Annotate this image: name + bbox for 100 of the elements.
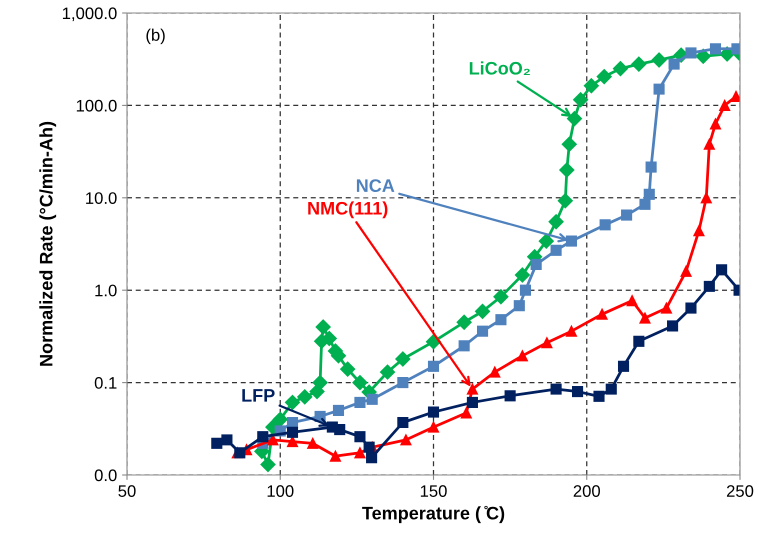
point: [312, 375, 328, 390]
point: [397, 377, 408, 388]
annotation: NMC(111): [308, 201, 388, 218]
point: [286, 436, 298, 448]
point: [366, 394, 378, 405]
point: [667, 320, 678, 332]
point: [626, 295, 638, 306]
point: [668, 58, 680, 70]
y-axis-title: Normalized Rate (°C/min-Ah): [39, 122, 56, 366]
point: [428, 406, 440, 418]
x-tick-label: 100: [268, 485, 294, 497]
y-tick-label: 0.0: [94, 469, 117, 482]
point: [267, 434, 278, 446]
point: [456, 314, 472, 330]
point: [704, 280, 715, 292]
point: [680, 266, 692, 277]
point: [428, 422, 440, 433]
x-tick-label: 200: [574, 485, 600, 497]
point: [495, 314, 506, 326]
point: [621, 210, 632, 221]
point: [550, 384, 562, 395]
point: [221, 434, 232, 446]
point: [654, 84, 665, 95]
point: [211, 438, 222, 449]
point: [466, 396, 478, 408]
x-axis-title: Temperature ( ̊C): [362, 506, 504, 524]
point: [332, 404, 344, 416]
point: [572, 386, 584, 398]
point: [550, 244, 562, 256]
point: [260, 456, 276, 472]
point: [596, 308, 608, 320]
point: [234, 447, 246, 458]
point: [685, 47, 697, 58]
point: [272, 412, 288, 427]
point: [600, 219, 611, 230]
point: [284, 394, 300, 410]
y-tick-label: 10.0: [86, 192, 117, 204]
y-tick-label: 100.0: [76, 100, 117, 112]
point: [297, 389, 312, 404]
point: [558, 193, 573, 208]
point: [307, 438, 318, 449]
point: [428, 360, 440, 372]
point: [330, 450, 341, 462]
point: [520, 284, 532, 296]
point: [400, 434, 412, 446]
point: [504, 390, 516, 402]
point: [716, 264, 728, 276]
point: [593, 390, 605, 402]
y-tick-label: 1,000.0: [62, 7, 117, 22]
point: [710, 118, 722, 130]
point: [530, 258, 542, 270]
x-tick-label: 250: [726, 485, 754, 497]
point: [596, 69, 612, 84]
point: [458, 340, 470, 352]
point: [652, 52, 667, 68]
point: [541, 337, 552, 348]
point: [334, 424, 346, 436]
point: [380, 364, 396, 380]
point: [352, 375, 368, 390]
x-tick-label: 50: [118, 485, 136, 497]
point: [516, 350, 528, 362]
point: [562, 136, 577, 152]
point: [397, 416, 408, 428]
point: [566, 111, 582, 126]
point: [474, 304, 490, 319]
point: [566, 326, 577, 337]
point: [704, 138, 715, 150]
point: [559, 162, 574, 178]
point: [660, 302, 672, 314]
point: [286, 426, 298, 438]
point: [354, 431, 366, 442]
y-tick-label: 1.0: [95, 284, 117, 296]
point: [566, 236, 577, 247]
point: [489, 366, 500, 378]
point: [460, 407, 472, 418]
point: [693, 225, 704, 236]
point: [366, 452, 378, 464]
point: [710, 43, 722, 54]
point: [639, 312, 651, 324]
point: [538, 234, 554, 249]
point: [395, 351, 410, 367]
annotation: LiCoO₂: [470, 61, 530, 76]
point: [719, 100, 730, 111]
point: [257, 431, 268, 442]
annotation: (b): [146, 28, 165, 44]
point: [631, 56, 646, 72]
point: [548, 214, 564, 230]
point: [606, 384, 617, 395]
point: [700, 192, 712, 204]
point: [633, 336, 644, 347]
point: [514, 300, 525, 312]
annotation: LFP: [242, 389, 275, 402]
point: [573, 92, 588, 108]
point: [340, 362, 356, 377]
point: [466, 384, 478, 395]
point: [493, 289, 508, 304]
point: [364, 442, 375, 453]
point: [316, 319, 331, 335]
y-tick-label: 0.1: [94, 377, 116, 389]
point: [354, 447, 366, 458]
